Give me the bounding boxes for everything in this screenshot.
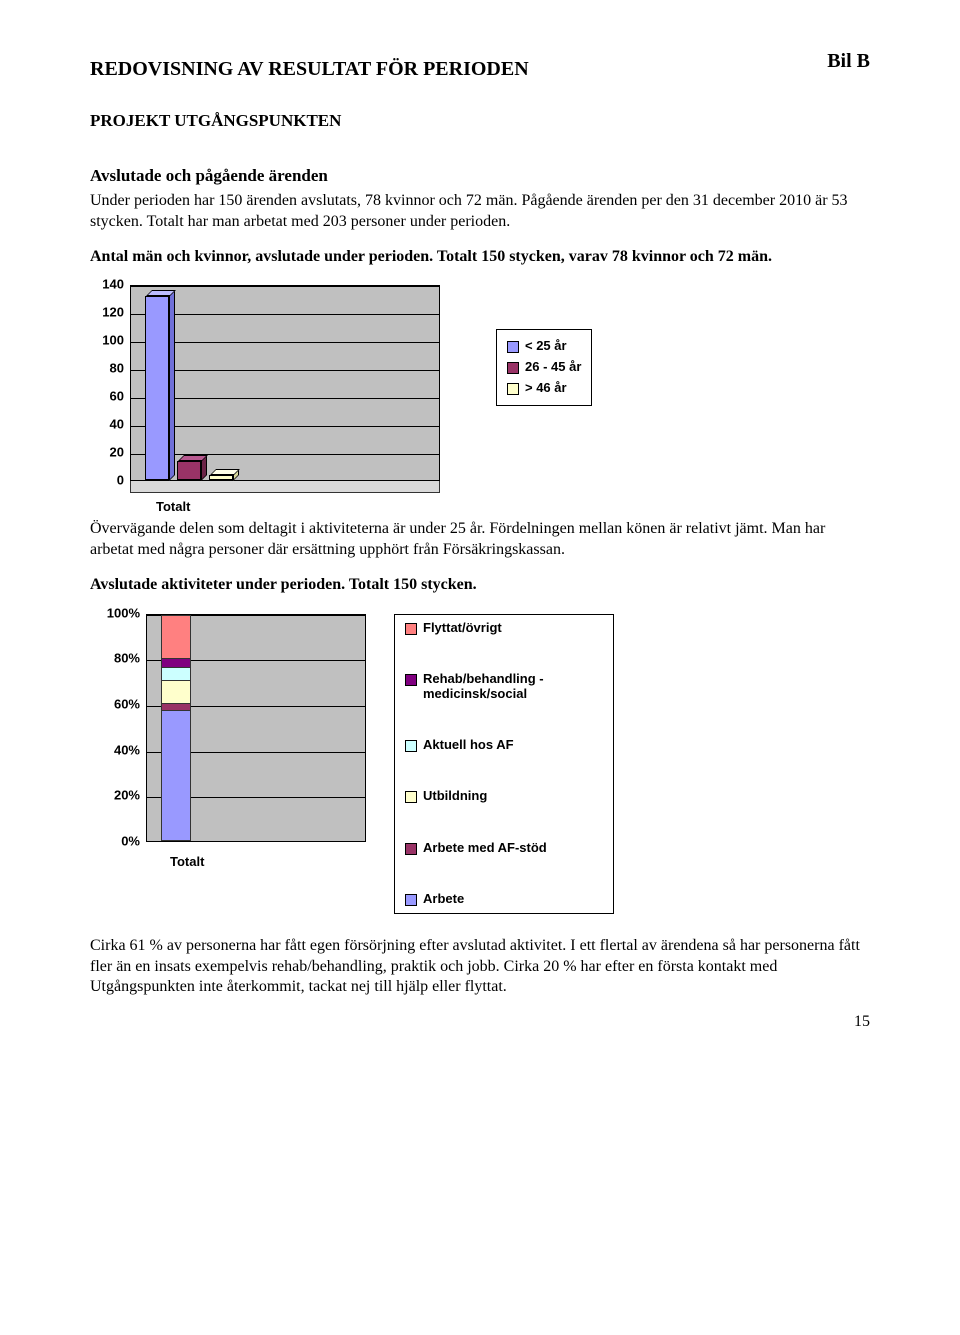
chart1-ytick: 40	[110, 417, 124, 434]
chart2-ytick: 100%	[107, 605, 140, 622]
chart1-bar	[209, 475, 233, 481]
chart1-ytick: 0	[117, 473, 124, 490]
chart1-ytick: 60	[110, 389, 124, 406]
chart2-ytick: 0%	[121, 833, 140, 850]
chart1-bar	[145, 296, 169, 481]
chart1-ytick: 120	[102, 305, 124, 322]
chart2-segment	[161, 680, 191, 703]
legend-item: < 25 år	[507, 336, 581, 357]
outcome-chart-legend: Flyttat/övrigt Rehab/behandling - medicin…	[394, 614, 614, 914]
legend-item: Arbete med AF-stöd	[405, 841, 593, 856]
chart2-ytick: 60%	[114, 697, 140, 714]
section1-body: Under perioden har 150 ärenden avslutats…	[90, 191, 870, 233]
chart1-xlabel: Totalt	[156, 499, 190, 516]
age-chart-block: Totalt 020406080100120140 < 25 år26 - 45…	[96, 281, 870, 501]
legend-item: Rehab/behandling - medicinsk/social	[405, 672, 593, 702]
outcome-stacked-chart: Totalt 0%20%40%60%80%100%	[96, 614, 376, 874]
chart2-xlabel: Totalt	[170, 854, 204, 871]
age-chart-legend: < 25 år26 - 45 år> 46 år	[496, 329, 592, 406]
project-heading: PROJEKT UTGÅNGSPUNKTEN	[90, 110, 870, 132]
chart1-bar	[177, 461, 201, 481]
section2-heading: Antal män och kvinnor, avslutade under p…	[90, 247, 870, 268]
chart2-segment	[161, 667, 191, 681]
chart2-ytick: 40%	[114, 742, 140, 759]
age-bar-chart: Totalt 020406080100120140	[96, 281, 456, 501]
chart2-ytick: 80%	[114, 651, 140, 668]
chart1-ytick: 140	[102, 277, 124, 294]
annex-label: Bil B	[827, 48, 870, 74]
chart2-segment	[161, 658, 191, 667]
page-number: 15	[90, 1012, 870, 1033]
chart1-ytick: 80	[110, 361, 124, 378]
legend-item: > 46 år	[507, 378, 581, 399]
section5-body: Cirka 61 % av personerna har fått egen f…	[90, 936, 870, 998]
legend-item: Arbete	[405, 892, 593, 907]
legend-item: 26 - 45 år	[507, 357, 581, 378]
page-title: REDOVISNING AV RESULTAT FÖR PERIODEN	[90, 56, 870, 82]
legend-item: Utbildning	[405, 789, 593, 804]
chart2-segment	[161, 615, 191, 658]
chart2-segment	[161, 710, 191, 841]
chart1-ytick: 100	[102, 333, 124, 350]
outcome-chart-block: Totalt 0%20%40%60%80%100% Flyttat/övrigt…	[96, 614, 870, 914]
legend-item: Flyttat/övrigt	[405, 621, 593, 636]
section3-body: Övervägande delen som deltagit i aktivit…	[90, 519, 870, 561]
chart2-ytick: 20%	[114, 788, 140, 805]
section1-heading: Avslutade och pågående ärenden	[90, 165, 870, 187]
legend-item: Aktuell hos AF	[405, 738, 593, 753]
chart1-ytick: 20	[110, 445, 124, 462]
section4-heading: Avslutade aktiviteter under perioden. To…	[90, 575, 870, 596]
chart2-stack	[161, 615, 191, 841]
chart2-segment	[161, 703, 191, 710]
